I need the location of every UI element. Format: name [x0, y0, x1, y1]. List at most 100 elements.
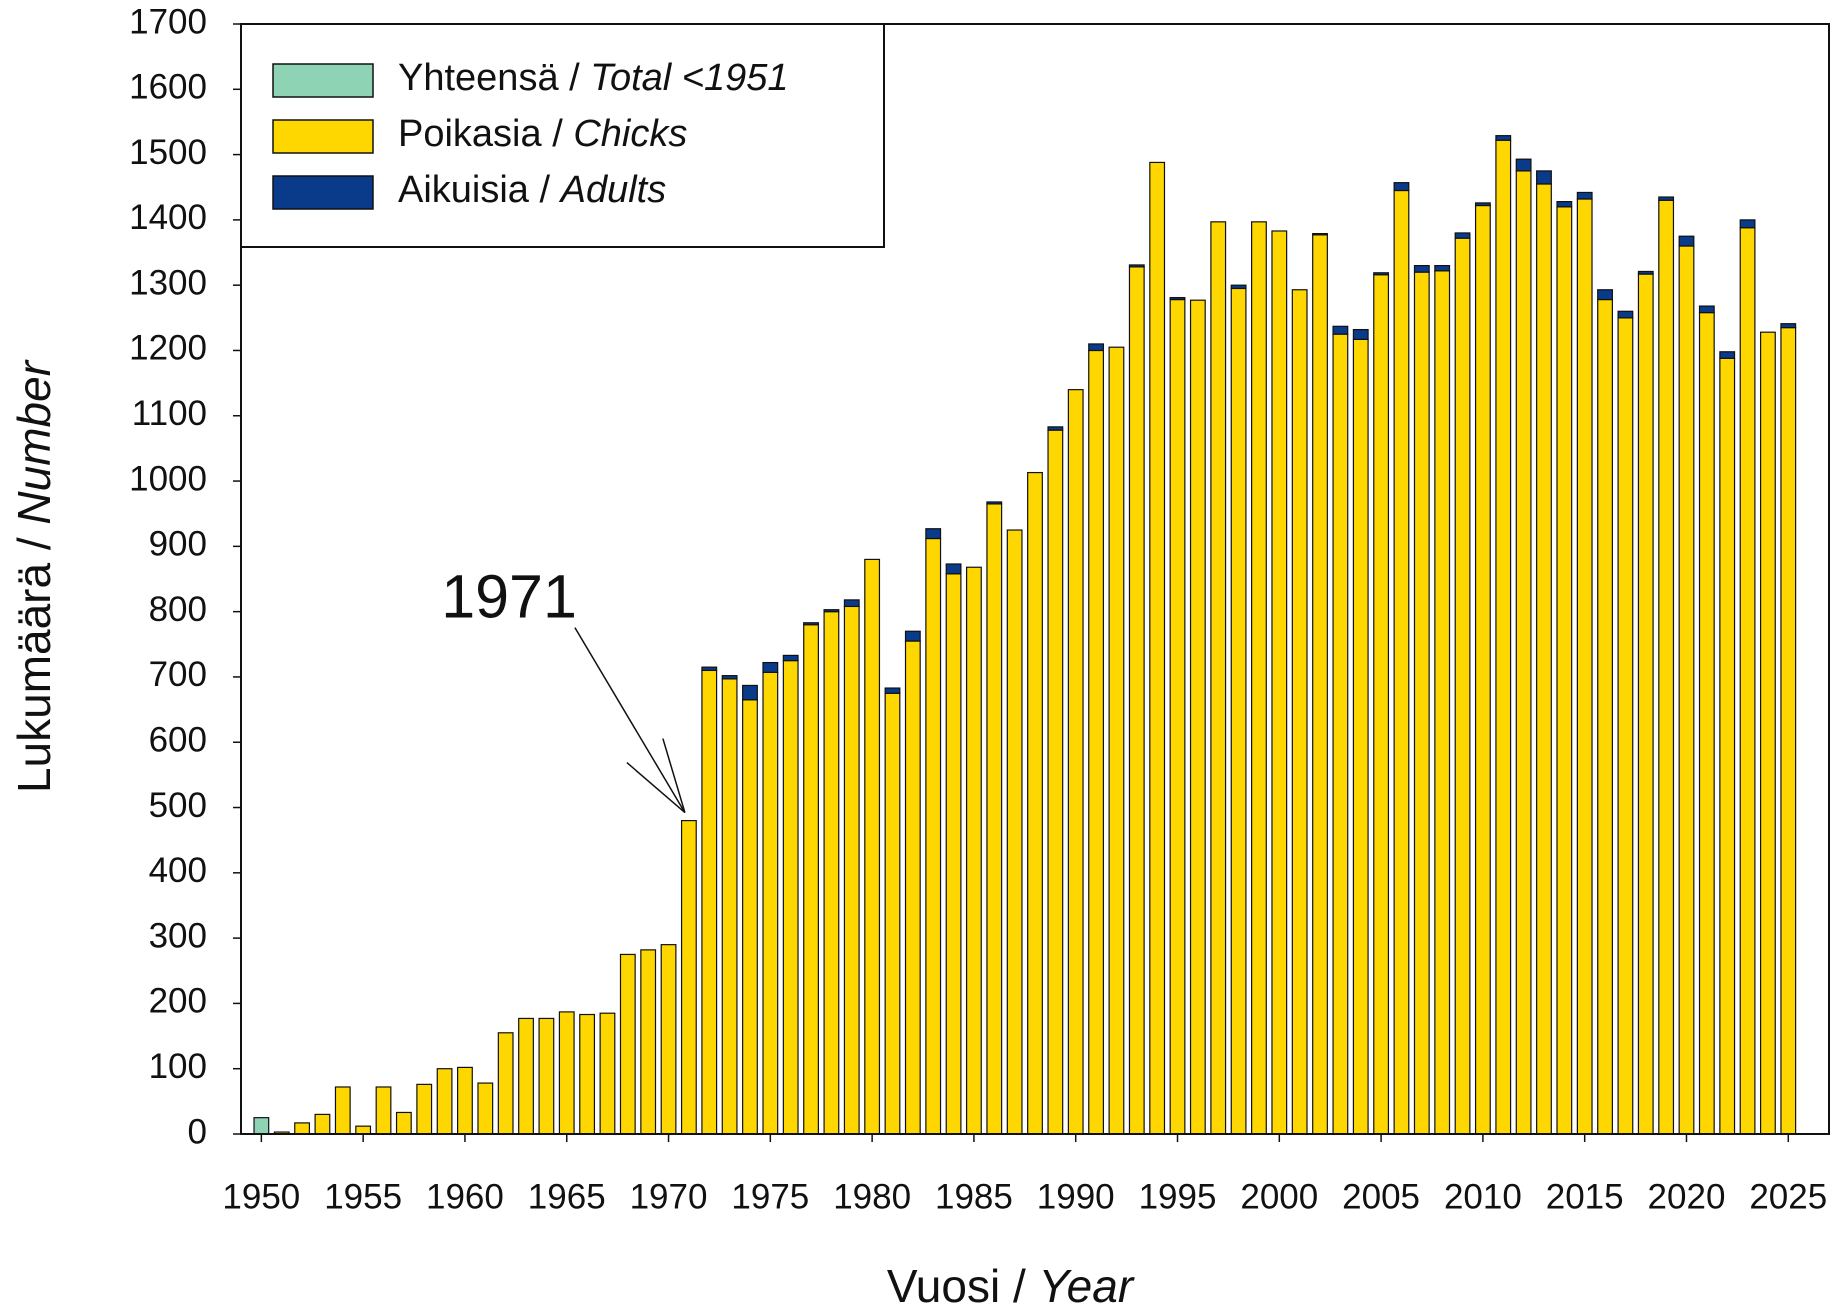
- y-tick-label: 800: [149, 590, 207, 629]
- bar-segment: [1739, 227, 1756, 1135]
- bar-segment: [1230, 284, 1247, 290]
- bar-segment: [1780, 327, 1797, 1135]
- bar-segment: [497, 1032, 514, 1135]
- bar-segment: [721, 678, 738, 1135]
- bar-segment: [1597, 289, 1613, 301]
- legend-label: Aikuisia / Adults: [398, 169, 666, 211]
- bar-segment: [1536, 170, 1552, 185]
- bar-segment: [1067, 389, 1084, 1135]
- bar-segment: [1373, 272, 1390, 276]
- legend-label: Poikasia / Chicks: [398, 113, 687, 155]
- bar-segment: [1312, 234, 1328, 1135]
- x-tick-label: 1985: [935, 1177, 1013, 1216]
- bar-segment: [701, 666, 718, 672]
- x-tick-label: 2000: [1240, 1177, 1318, 1216]
- bar-segment: [904, 630, 921, 642]
- annotation-arrow: [574, 627, 686, 813]
- bar-segment: [1352, 328, 1369, 340]
- x-tick-label: 2020: [1648, 1177, 1726, 1216]
- x-tick-label: 1955: [324, 1177, 402, 1216]
- bar-segment: [1149, 161, 1166, 1135]
- bar-segment: [1495, 139, 1512, 1135]
- bar-segment: [1413, 271, 1430, 1135]
- bar-segment: [986, 501, 1003, 505]
- y-tick-label: 1100: [132, 394, 207, 433]
- y-tick-label: 300: [149, 916, 207, 955]
- bar-segment: [823, 611, 840, 1135]
- bar-segment: [1332, 325, 1349, 335]
- bar-segment: [986, 503, 1003, 1135]
- y-tick-label: 1200: [129, 329, 207, 368]
- bar-segment: [314, 1113, 331, 1135]
- bar-segment: [925, 537, 942, 1135]
- bar-segment: [864, 558, 881, 1135]
- bar-segment: [680, 819, 697, 1135]
- bar-segment: [518, 1017, 534, 1135]
- bar-segment: [1210, 221, 1227, 1135]
- bar-segment: [1617, 310, 1634, 319]
- x-tick-label: 1965: [528, 1177, 606, 1216]
- bar-segment: [1454, 237, 1471, 1135]
- bar-segment: [1434, 264, 1451, 272]
- y-tick-label: 1300: [129, 263, 207, 302]
- y-tick-label: 600: [149, 720, 207, 759]
- legend-swatch: [272, 175, 374, 210]
- y-tick-label: 1500: [129, 133, 207, 172]
- bar-segment: [925, 528, 942, 540]
- annotation-arrowhead: [626, 762, 686, 814]
- bar-segment: [945, 573, 962, 1135]
- bar-segment: [843, 605, 860, 1135]
- y-tick-label: 0: [188, 1112, 207, 1151]
- plot-frame: [240, 23, 1830, 1135]
- y-axis-label: Lukumäärä / Number: [8, 359, 60, 793]
- bar-segment: [294, 1122, 311, 1135]
- x-tick-label: 1970: [630, 1177, 708, 1216]
- bar-segment: [1332, 333, 1349, 1135]
- bar-segment: [1637, 273, 1654, 1135]
- bar-segment: [803, 622, 819, 626]
- bar-segment: [1352, 338, 1369, 1135]
- bar-segment: [457, 1066, 473, 1135]
- annotation-arrowhead: [662, 738, 686, 813]
- bar-segment: [803, 624, 819, 1135]
- bar-segment: [1230, 287, 1247, 1135]
- bar-segment: [395, 1111, 412, 1135]
- bar-segment: [1251, 221, 1267, 1135]
- bar-segment: [1759, 331, 1776, 1135]
- bar-segment: [1027, 471, 1043, 1135]
- legend-swatch: [272, 63, 374, 98]
- bar-segment: [1719, 351, 1736, 359]
- bar-segment: [843, 599, 860, 608]
- bar-segment: [1169, 298, 1186, 1135]
- bar-segment: [1678, 235, 1695, 247]
- bar-segment: [1658, 196, 1675, 201]
- bar-segment: [1698, 305, 1715, 314]
- bar-segment: [1169, 296, 1186, 301]
- bar-segment: [1312, 232, 1328, 236]
- y-tick-label: 700: [149, 655, 207, 694]
- y-tick-label: 400: [149, 851, 207, 890]
- bar-segment: [1597, 298, 1613, 1135]
- bar-segment: [721, 675, 738, 680]
- bar-segment: [1698, 312, 1715, 1135]
- bar-segment: [1536, 183, 1552, 1135]
- bar-segment: [416, 1083, 433, 1135]
- bar-segment: [599, 1012, 616, 1135]
- bar-segment: [1434, 270, 1451, 1135]
- bar-segment: [1576, 198, 1593, 1135]
- x-tick-label: 2025: [1749, 1177, 1827, 1216]
- bar-segment: [1047, 426, 1064, 431]
- bar-segment: [558, 1011, 575, 1135]
- bar-segment: [945, 563, 962, 575]
- bar-segment: [1291, 289, 1308, 1135]
- x-tick-label: 1960: [426, 1177, 504, 1216]
- bar-segment: [1780, 323, 1797, 329]
- bar-segment: [1413, 264, 1430, 273]
- x-tick-label: 1975: [731, 1177, 809, 1216]
- bar-segment: [477, 1082, 494, 1135]
- bar-segment: [436, 1068, 453, 1135]
- bar-segment: [884, 687, 901, 694]
- bar-segment: [701, 669, 718, 1135]
- bar-segment: [1128, 264, 1145, 268]
